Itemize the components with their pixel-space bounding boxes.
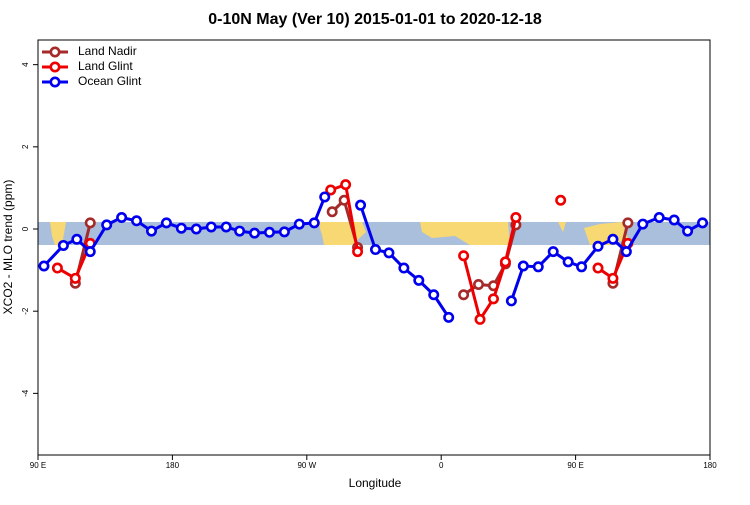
- data-point: [622, 217, 634, 229]
- data-point: [249, 227, 261, 239]
- data-point: [57, 239, 69, 251]
- data-point: [190, 223, 202, 235]
- data-point: [145, 225, 157, 237]
- data-point: [352, 246, 364, 258]
- legend-marker: [49, 76, 61, 88]
- x-tick-label: 90 W: [297, 461, 316, 470]
- data-point: [499, 256, 511, 268]
- data-point: [175, 222, 187, 234]
- data-point: [398, 262, 410, 274]
- data-point: [653, 212, 665, 224]
- land-patch: [558, 222, 566, 232]
- data-point: [263, 226, 275, 238]
- data-point: [487, 293, 499, 305]
- data-point: [383, 247, 395, 259]
- data-point: [505, 295, 517, 307]
- data-point: [592, 240, 604, 252]
- x-tick-label: 180: [703, 461, 717, 470]
- data-point: [555, 194, 567, 206]
- data-point: [443, 311, 455, 323]
- data-point: [234, 225, 246, 237]
- data-point: [562, 256, 574, 268]
- data-point: [220, 221, 232, 233]
- data-point: [278, 226, 290, 238]
- legend-label: Land Glint: [78, 59, 133, 73]
- data-point: [517, 260, 529, 272]
- y-tick-label: -4: [21, 389, 30, 397]
- y-tick-label: -2: [21, 307, 30, 315]
- x-tick-label: 0: [439, 461, 444, 470]
- data-point: [51, 262, 63, 274]
- data-point: [325, 184, 337, 196]
- data-point: [38, 260, 50, 272]
- data-point: [101, 219, 113, 231]
- plot-frame: [37, 39, 711, 456]
- chart-title: 0-10N May (Ver 10) 2015-01-01 to 2020-12…: [208, 11, 542, 28]
- data-point: [697, 217, 709, 229]
- data-point: [547, 246, 559, 258]
- x-tick-label: 90 E: [567, 461, 583, 470]
- data-point: [473, 278, 485, 290]
- data-point: [355, 199, 367, 211]
- data-point: [682, 225, 694, 237]
- data-point: [340, 179, 352, 191]
- data-point: [84, 217, 96, 229]
- x-tick-label: 180: [166, 461, 180, 470]
- y-tick-label: 4: [21, 62, 30, 67]
- data-point: [532, 261, 544, 273]
- legend-label: Land Nadir: [78, 44, 137, 58]
- data-point: [607, 233, 619, 245]
- data-point: [69, 272, 81, 284]
- land-patch: [50, 222, 66, 245]
- data-point: [637, 218, 649, 230]
- x-tick-label: 90 E: [30, 461, 46, 470]
- data-point: [576, 261, 588, 273]
- series-line: [42, 196, 704, 319]
- data-point: [71, 233, 83, 245]
- data-point: [205, 221, 217, 233]
- data-point: [668, 214, 680, 226]
- data-point: [160, 217, 172, 229]
- land-patch: [420, 222, 510, 245]
- data-point: [326, 206, 338, 218]
- data-point: [293, 218, 305, 230]
- data-point: [458, 289, 470, 301]
- data-point: [369, 244, 381, 256]
- data-point: [607, 272, 619, 284]
- data-point: [116, 212, 128, 224]
- legend-marker: [49, 46, 61, 58]
- legend-marker: [49, 61, 61, 73]
- y-tick-label: 0: [21, 226, 30, 231]
- data-point: [428, 289, 440, 301]
- data-point: [131, 215, 143, 227]
- data-point: [510, 212, 522, 224]
- data-point: [592, 262, 604, 274]
- data-point: [620, 246, 632, 258]
- data-point: [413, 274, 425, 286]
- y-tick-label: 2: [21, 144, 30, 149]
- data-point: [308, 217, 320, 229]
- legend-label: Ocean Glint: [78, 74, 142, 88]
- data-point: [319, 191, 331, 203]
- y-axis-label: XCO2 - MLO trend (ppm): [1, 180, 15, 315]
- data-point: [474, 313, 486, 325]
- x-axis-label: Longitude: [349, 476, 402, 490]
- data-point: [84, 246, 96, 258]
- data-point: [458, 250, 470, 262]
